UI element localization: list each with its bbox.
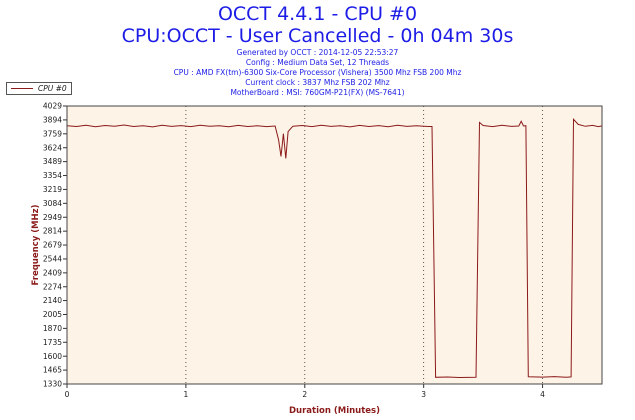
y-tick-label: 3219 [43, 185, 62, 194]
y-tick-label: 2679 [43, 241, 62, 250]
y-axis-title: Frequency (MHz) [31, 204, 41, 285]
info-motherboard: MotherBoard : MSI: 760GM-P21(FX) (MS-764… [230, 88, 405, 97]
plot-area [67, 106, 602, 384]
x-tick-label: 2 [302, 390, 307, 399]
y-tick-label: 3489 [43, 157, 62, 166]
series-line-cpu0 [66, 118, 603, 379]
info-cpu: CPU : AMD FX(tm)-6300 Six-Core Processor… [173, 68, 462, 77]
y-tick-label: 2005 [43, 310, 62, 319]
legend-swatch [11, 88, 33, 89]
chart-subtitle: CPU:OCCT - User Cancelled - 0h 04m 30s [121, 25, 514, 47]
x-axis-title: Duration (Minutes) [289, 406, 380, 416]
y-tick-label: 4029 [43, 102, 62, 111]
y-tick-label: 1330 [43, 380, 62, 389]
y-tick-label: 2544 [43, 255, 62, 264]
y-tick-label: 2949 [43, 213, 62, 222]
y-tick-label: 3624 [43, 143, 62, 152]
info-generated: Generated by OCCT : 2014-12-05 22:53:27 [236, 48, 399, 57]
x-tick-label: 1 [183, 390, 188, 399]
y-tick-label: 3354 [43, 171, 62, 180]
y-tick-label: 2814 [43, 227, 62, 236]
y-tick-label: 1735 [43, 338, 62, 347]
info-current-clock: Current clock : 3837 Mhz FSB 202 Mhz [245, 78, 390, 87]
info-config: Config : Medium Data Set, 12 Threads [245, 58, 390, 67]
legend-label: CPU #0 [38, 84, 67, 93]
y-tick-label: 1870 [43, 324, 62, 333]
y-tick-label: 3894 [43, 116, 62, 125]
y-tick-label: 1600 [43, 352, 62, 361]
y-tick-label: 2274 [43, 282, 62, 291]
y-tick-label: 2409 [43, 268, 62, 277]
y-tick-label: 1465 [43, 366, 62, 375]
chart-title: OCCT 4.4.1 - CPU #0 [217, 3, 418, 25]
y-tick-label: 3759 [43, 129, 62, 138]
x-tick-label: 0 [65, 390, 70, 399]
y-tick-label: 2140 [43, 296, 62, 305]
y-tick-label: 3084 [43, 199, 62, 208]
x-tick-label: 3 [421, 390, 426, 399]
plot-frame [66, 105, 603, 385]
x-tick-label: 4 [540, 390, 545, 399]
legend: CPU #0 [6, 82, 72, 95]
